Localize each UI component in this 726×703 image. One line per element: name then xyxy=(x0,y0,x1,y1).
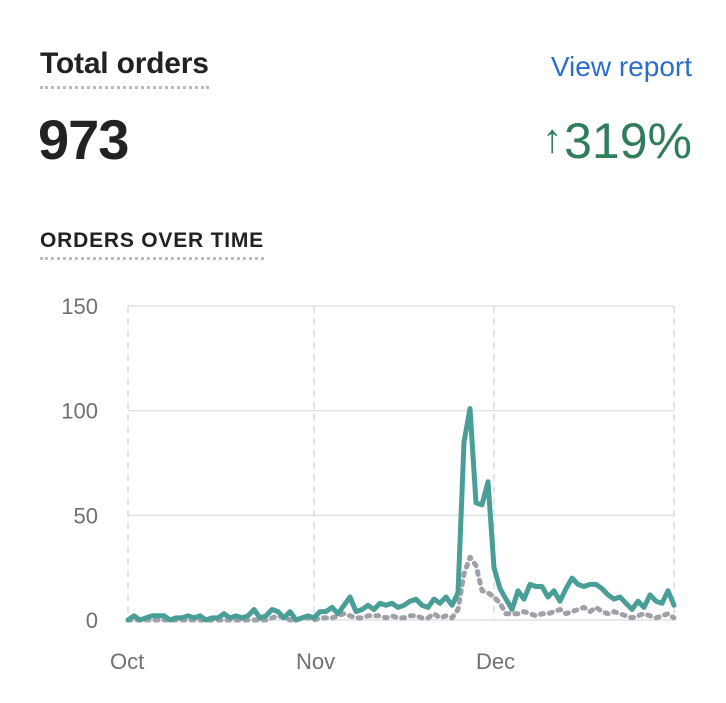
view-report-link[interactable]: View report xyxy=(550,51,692,82)
y-tick-label: 100 xyxy=(61,399,98,424)
y-tick-label: 0 xyxy=(86,608,98,633)
y-tick-label: 150 xyxy=(61,294,98,319)
x-tick-label: Oct xyxy=(110,649,144,674)
y-tick-label: 50 xyxy=(74,503,98,528)
x-tick-label: Nov xyxy=(296,649,335,674)
orders-over-time-label: ORDERS OVER TIME xyxy=(40,229,264,260)
comparison-series-line xyxy=(125,554,677,623)
orders-series-line xyxy=(125,406,677,623)
change-percent: 319% xyxy=(564,113,692,169)
arrow-up-icon: ↑ xyxy=(542,117,563,161)
change-indicator: ↑ 319% xyxy=(542,112,692,170)
x-tick-label: Dec xyxy=(476,649,515,674)
card-title: Total orders xyxy=(40,46,209,89)
total-orders-value: 973 xyxy=(38,108,129,171)
